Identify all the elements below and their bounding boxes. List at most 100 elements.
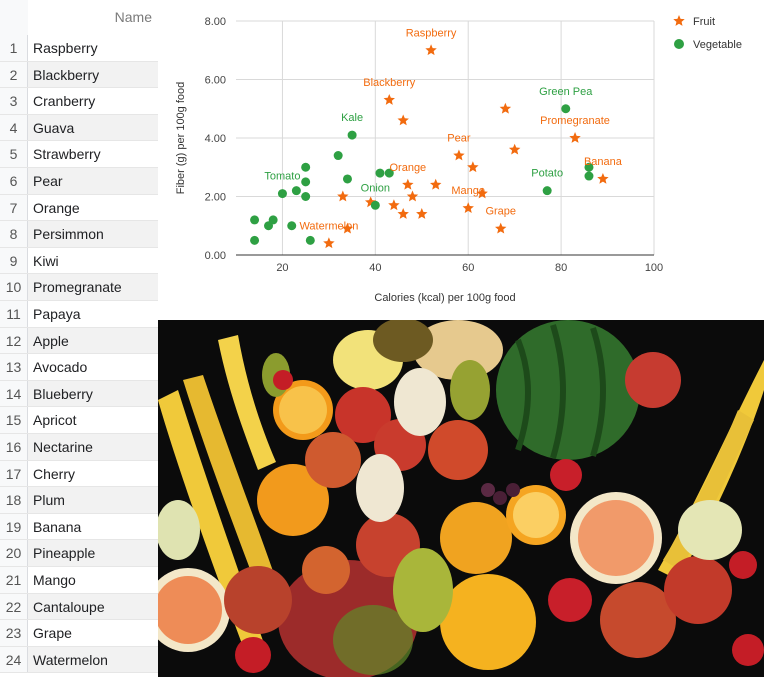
fruit-point[interactable] — [462, 202, 474, 214]
vegetable-point[interactable] — [301, 162, 311, 172]
table-row[interactable]: 5 Strawberry — [0, 141, 158, 168]
cell-name[interactable]: Apple — [33, 332, 69, 349]
cell-name[interactable]: Watermelon — [33, 651, 108, 668]
fruit-point[interactable] — [476, 187, 488, 199]
fruit-point[interactable] — [416, 208, 428, 219]
vegetable-point[interactable] — [305, 235, 315, 245]
row-number[interactable]: 7 — [0, 194, 28, 221]
fruit-point[interactable] — [508, 143, 521, 155]
row-number[interactable]: 14 — [0, 380, 28, 407]
row-number[interactable]: 4 — [0, 114, 28, 141]
vegetable-point[interactable] — [342, 174, 352, 184]
cell-name[interactable]: Papaya — [33, 306, 81, 322]
row-number[interactable]: 18 — [0, 487, 28, 513]
table-row[interactable]: 8 Persimmon — [0, 221, 158, 248]
row-number[interactable]: 9 — [0, 247, 28, 274]
cell-name[interactable]: Orange — [33, 199, 80, 216]
cell-name[interactable]: Avocado — [33, 359, 88, 376]
vegetable-point[interactable] — [542, 186, 552, 196]
vegetable-point[interactable] — [250, 215, 260, 225]
cell-name[interactable]: Apricot — [33, 412, 77, 429]
table-row[interactable]: 19 Banana — [0, 513, 158, 541]
cell-name[interactable]: Nectarine — [33, 439, 93, 455]
cell-name[interactable]: Mango — [33, 572, 76, 588]
table-row[interactable]: 10 Promegranate — [0, 274, 158, 301]
vegetable-point[interactable] — [277, 189, 287, 199]
vegetable-point[interactable] — [384, 168, 394, 178]
fruit-point[interactable] — [323, 237, 335, 249]
cell-name[interactable]: Blackberry — [33, 66, 100, 83]
table-row[interactable]: 1 Raspberry — [0, 35, 158, 62]
cell-name[interactable]: Persimmon — [33, 226, 104, 243]
vegetable-point[interactable] — [301, 177, 311, 187]
cell-name[interactable]: Blueberry — [33, 385, 93, 402]
table-row[interactable]: 9 Kiwi — [0, 247, 158, 275]
cell-name[interactable]: Banana — [33, 518, 82, 535]
row-number[interactable]: 11 — [0, 301, 28, 327]
row-number[interactable]: 6 — [0, 168, 28, 194]
table-row[interactable]: 2 Blackberry — [0, 61, 158, 89]
fruit-point[interactable] — [397, 208, 409, 219]
fruit-point[interactable] — [388, 199, 400, 211]
table-row[interactable]: 18 Plum — [0, 487, 158, 514]
vegetable-point[interactable] — [370, 200, 380, 210]
fruit-point[interactable] — [467, 161, 479, 173]
row-number[interactable]: 16 — [0, 434, 28, 460]
fruit-point[interactable] — [569, 132, 581, 143]
row-number[interactable]: 8 — [0, 221, 28, 247]
cell-name[interactable]: Strawberry — [33, 146, 101, 163]
table-row[interactable]: 23 Grape — [0, 620, 158, 647]
row-number[interactable]: 5 — [0, 141, 28, 167]
cell-name[interactable]: Cranberry — [33, 93, 96, 110]
cell-name[interactable]: Pear — [33, 173, 63, 189]
row-number[interactable]: 21 — [0, 567, 28, 593]
vegetable-point[interactable] — [333, 151, 343, 161]
vegetable-point[interactable] — [584, 171, 594, 181]
row-number[interactable]: 10 — [0, 274, 28, 300]
vegetable-point[interactable] — [268, 215, 278, 225]
fruit-point[interactable] — [397, 114, 409, 126]
table-row[interactable]: 21 Mango — [0, 567, 158, 594]
row-number[interactable]: 2 — [0, 61, 28, 88]
table-row[interactable]: 22 Cantaloupe — [0, 593, 158, 621]
table-row[interactable]: 11 Papaya — [0, 301, 158, 328]
row-number[interactable]: 17 — [0, 460, 28, 487]
fruit-point[interactable] — [341, 222, 354, 234]
vegetable-point[interactable] — [287, 221, 297, 231]
table-row[interactable]: 13 Avocado — [0, 354, 158, 381]
table-row[interactable]: 24 Watermelon — [0, 646, 158, 674]
cell-name[interactable]: Kiwi — [33, 252, 59, 269]
cell-name[interactable]: Plum — [33, 492, 65, 509]
vegetable-point[interactable] — [347, 130, 357, 140]
cell-name[interactable]: Cherry — [33, 465, 76, 482]
table-row[interactable]: 6 Pear — [0, 168, 158, 195]
fruit-point[interactable] — [597, 172, 609, 184]
row-number[interactable]: 20 — [0, 540, 28, 566]
cell-name[interactable]: Grape — [33, 625, 72, 642]
vegetable-point[interactable] — [375, 168, 385, 178]
table-row[interactable]: 20 Pineapple — [0, 540, 158, 567]
fruit-point[interactable] — [406, 190, 419, 202]
row-number[interactable]: 22 — [0, 593, 28, 620]
fruit-point[interactable] — [499, 102, 512, 114]
fruit-point[interactable] — [453, 149, 465, 161]
cell-name[interactable]: Promegranate — [33, 279, 122, 296]
table-row[interactable]: 7 Orange — [0, 194, 158, 222]
cell-name[interactable]: Pineapple — [33, 545, 96, 562]
table-row[interactable]: 12 Apple — [0, 327, 158, 355]
fruit-point[interactable] — [402, 178, 414, 190]
fruit-point[interactable] — [383, 93, 395, 105]
row-number[interactable]: 24 — [0, 646, 28, 673]
table-row[interactable]: 4 Guava — [0, 114, 158, 142]
row-number[interactable]: 3 — [0, 88, 28, 114]
vegetable-point[interactable] — [291, 186, 301, 196]
cell-name[interactable]: Cantaloupe — [33, 598, 105, 615]
vegetable-point[interactable] — [561, 104, 571, 114]
table-row[interactable]: 14 Blueberry — [0, 380, 158, 408]
fruit-point[interactable] — [337, 190, 349, 202]
table-row[interactable]: 15 Apricot — [0, 407, 158, 434]
row-number[interactable]: 15 — [0, 407, 28, 433]
vegetable-point[interactable] — [301, 192, 311, 201]
row-number[interactable]: 19 — [0, 513, 28, 540]
row-number[interactable]: 23 — [0, 620, 28, 646]
